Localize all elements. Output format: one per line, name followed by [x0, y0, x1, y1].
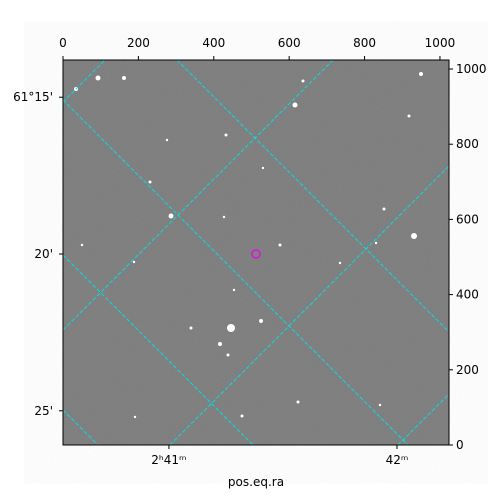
- ra-tick-label: 2ʰ41ᵐ: [151, 453, 186, 467]
- stars: [74, 72, 423, 419]
- y-tick-label: 0: [456, 438, 464, 452]
- y-tick-label: 600: [456, 212, 479, 226]
- ra-tick-label: 42ᵐ: [386, 453, 409, 467]
- y-tick-label: 400: [456, 288, 479, 302]
- x-tick-label: 0: [59, 36, 67, 50]
- dec-tick-label: 20': [34, 247, 53, 261]
- x-tick-label: 1000: [425, 36, 456, 50]
- x-tick-label: 600: [278, 36, 301, 50]
- y-tick-label: 1000: [456, 62, 487, 76]
- x-tick-label: 200: [127, 36, 150, 50]
- y-tick-label: 800: [456, 137, 479, 151]
- frame: [62, 59, 450, 446]
- dec-tick-label: 61°15': [13, 90, 53, 104]
- y-tick-label: 200: [456, 363, 479, 377]
- x-axis-label: pos.eq.ra: [228, 475, 284, 489]
- x-tick-label: 800: [353, 36, 376, 50]
- image-noise: [63, 60, 449, 445]
- target-marker: [251, 249, 261, 259]
- x-tick-label: 400: [202, 36, 225, 50]
- dec-tick-label: 25': [34, 404, 53, 418]
- coordinate-grid: [63, 60, 449, 445]
